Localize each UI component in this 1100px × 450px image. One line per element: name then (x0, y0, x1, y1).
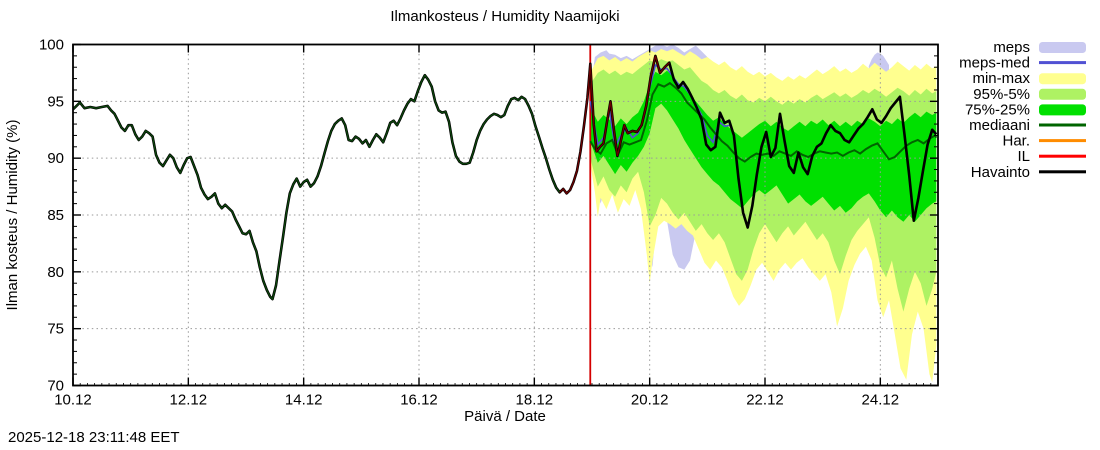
legend-swatch-line (1039, 61, 1086, 65)
legend-label: Havainto (971, 164, 1030, 181)
mediaani-history-core (73, 74, 561, 301)
legend-label: 95%-5% (973, 86, 1030, 103)
legend-item-il: IL (1017, 148, 1086, 165)
y-axis-label: Ilman kosteus / Humidity (%) (4, 120, 21, 311)
x-tick-label: 16.12 (400, 392, 438, 409)
legend-swatch-band (1039, 104, 1086, 116)
y-tick-label: 100 (39, 37, 64, 54)
legend-label: mediaani (969, 117, 1030, 134)
y-tick-label: 70 (47, 378, 64, 395)
legend-item-mediaani: mediaani (969, 117, 1086, 134)
axes: 70 75 80 85 90 95 100 10.12 12.12 14.12 16.12 18.12… (39, 37, 939, 409)
legend-item-meps: meps (993, 39, 1086, 56)
y-tick-label: 85 (47, 207, 64, 224)
x-tick-label: 20.12 (631, 392, 669, 409)
legend: mepsmeps-medmin-max95%-5%75%-25%mediaani… (959, 39, 1086, 181)
forecast-bands (590, 44, 937, 383)
legend-label: Har. (1002, 133, 1030, 150)
generated-timestamp: 2025-12-18 23:11:48 EET (8, 429, 180, 446)
legend-item-95-5-: 95%-5% (973, 86, 1086, 103)
y-tick-label: 80 (47, 264, 64, 281)
x-tick-label: 18.12 (516, 392, 554, 409)
chart-title: Ilmankosteus / Humidity Naamijoki (390, 8, 619, 25)
legend-swatch-line (1039, 123, 1086, 127)
x-tick-label: 22.12 (746, 392, 784, 409)
legend-label: 75%-25% (965, 101, 1030, 118)
legend-item-havainto: Havainto (971, 164, 1086, 181)
legend-swatch-line (1039, 154, 1086, 158)
gridlines (73, 44, 938, 386)
mediaani-line (589, 81, 938, 163)
legend-label: min-max (972, 70, 1030, 87)
y-tick-label: 90 (47, 150, 64, 167)
legend-item-har-: Har. (1002, 133, 1086, 150)
legend-item-75-25-: 75%-25% (965, 101, 1086, 118)
legend-label: IL (1017, 148, 1030, 165)
legend-swatch-band (1039, 88, 1086, 100)
legend-label: meps-med (959, 55, 1030, 72)
x-tick-label: 24.12 (862, 392, 900, 409)
legend-item-min-max: min-max (972, 70, 1086, 87)
data-lines (73, 44, 938, 386)
x-tick-label: 12.12 (170, 392, 208, 409)
legend-swatch-band (1039, 73, 1086, 85)
x-tick-label: 10.12 (54, 392, 92, 409)
x-tick-label: 14.12 (285, 392, 323, 409)
legend-swatch-line (1039, 139, 1086, 143)
legend-swatch-line (1039, 170, 1086, 174)
x-axis-label: Päivä / Date (464, 408, 546, 425)
legend-swatch-band (1039, 42, 1086, 53)
legend-label: meps (993, 39, 1030, 56)
band-75%-25% (590, 70, 937, 222)
y-tick-label: 95 (47, 93, 64, 110)
il-line-overlay (559, 55, 670, 195)
y-tick-label: 75 (47, 321, 64, 338)
legend-item-meps-med: meps-med (959, 55, 1086, 72)
